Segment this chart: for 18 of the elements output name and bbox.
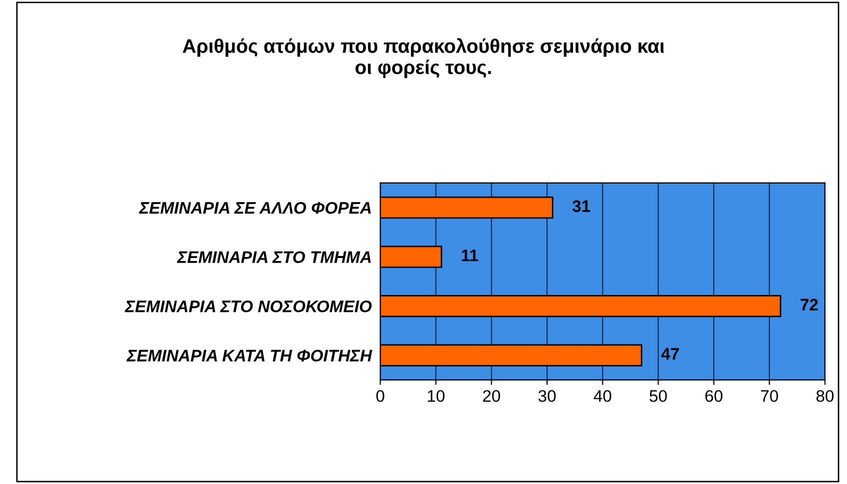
data-label: 47 [661, 348, 679, 360]
x-tick-label: 40 [594, 390, 612, 402]
x-tick-label: 70 [760, 390, 778, 402]
y-tick-label: ΣΕΜΙΝΑΡΙΑ ΣΕ ΑΛΛΟ ΦΟΡΕΑ [138, 202, 371, 214]
x-tick-label: 60 [705, 390, 722, 402]
y-tick-label: ΣΕΜΙΝΑΡΙΑ ΣΤΟ ΤΜΗΜΑ [176, 251, 371, 264]
x-tick-label: 0 [376, 390, 384, 402]
y-tick-label: ΣΕΜΙΝΑΡΙΑ ΚΑΤΑ ΤΗ ΦΟΙΤΗΣΗ [126, 350, 372, 362]
data-label: 11 [462, 250, 478, 262]
data-label: 72 [800, 298, 818, 310]
x-tick-label: 80 [816, 390, 834, 402]
x-tick-label: 10 [428, 390, 445, 402]
x-tick-label: 50 [650, 390, 667, 402]
x-tick-label: 20 [483, 390, 500, 402]
chart-title: Αριθμός ατόμων που παρακολούθησε σεμινάριο και οι φορείς τους. [182, 38, 664, 78]
data-label: 31 [572, 200, 590, 212]
y-tick-label: ΣΕΜΙΝΑΡΙΑ ΣΤΟ ΝΟΣΟΚΟΜΕΙΟ [124, 300, 372, 312]
x-tick-label: 30 [538, 390, 556, 402]
